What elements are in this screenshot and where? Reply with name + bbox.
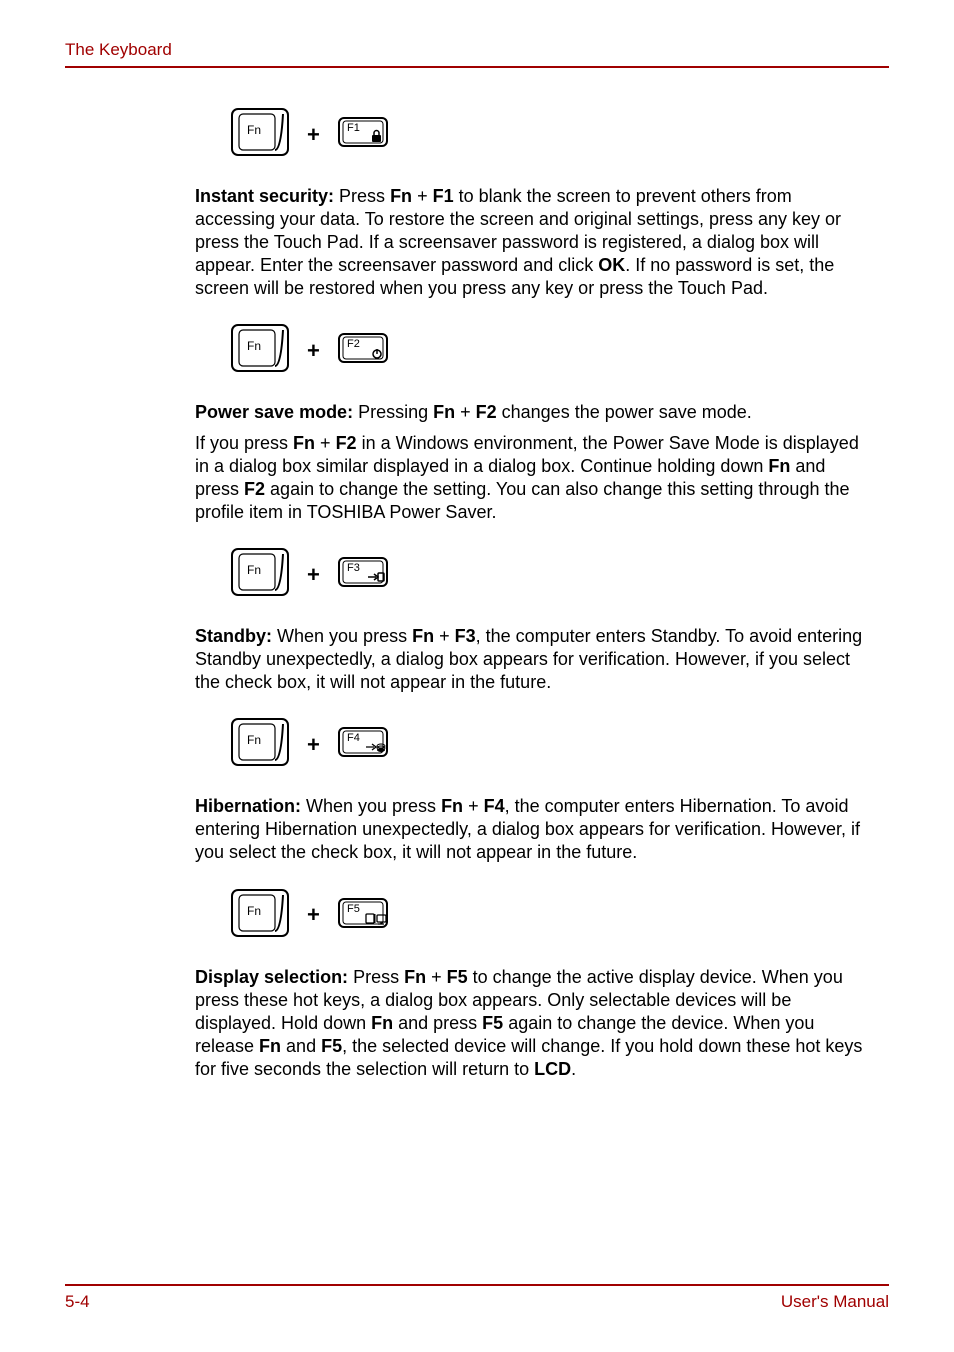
paragraph: Display selection: Press Fn + F5 to chan…	[195, 966, 869, 1081]
svg-text:F2: F2	[347, 338, 360, 350]
footer-rule	[65, 1284, 889, 1286]
f5-key-icon: F5	[338, 898, 388, 933]
manual-label: User's Manual	[781, 1292, 889, 1312]
paragraph: If you press Fn + F2 in a Windows enviro…	[195, 432, 869, 524]
key-combo: Fn + F5	[231, 889, 869, 942]
page-footer: 5-4 User's Manual	[65, 1284, 889, 1312]
fn-key-icon: Fn	[231, 108, 289, 161]
header-rule	[65, 66, 889, 68]
f4-key-icon: F4	[338, 727, 388, 762]
svg-text:Fn: Fn	[247, 904, 261, 918]
plus-icon: +	[307, 562, 320, 588]
svg-text:F5: F5	[347, 903, 360, 915]
fn-key-icon: Fn	[231, 548, 289, 601]
plus-icon: +	[307, 338, 320, 364]
plus-icon: +	[307, 122, 320, 148]
key-combo: Fn + F3	[231, 548, 869, 601]
svg-text:Fn: Fn	[247, 123, 261, 137]
fn-key-icon: Fn	[231, 889, 289, 942]
paragraph: Standby: When you press Fn + F3, the com…	[195, 625, 869, 694]
svg-text:Fn: Fn	[247, 339, 261, 353]
key-combo: Fn + F2	[231, 324, 869, 377]
page: The Keyboard Fn + F1 Instant security: P…	[0, 0, 954, 1352]
svg-text:F1: F1	[347, 122, 360, 134]
fn-key-icon: Fn	[231, 324, 289, 377]
page-number: 5-4	[65, 1292, 90, 1312]
svg-text:Fn: Fn	[247, 563, 261, 577]
paragraph: Power save mode: Pressing Fn + F2 change…	[195, 401, 869, 424]
f3-key-icon: F3	[338, 557, 388, 592]
page-header-title: The Keyboard	[65, 40, 889, 60]
paragraph: Instant security: Press Fn + F1 to blank…	[195, 185, 869, 300]
paragraph: Hibernation: When you press Fn + F4, the…	[195, 795, 869, 864]
f1-key-icon: F1	[338, 117, 388, 152]
content-area: Fn + F1 Instant security: Press Fn + F1 …	[195, 108, 869, 1081]
fn-key-icon: Fn	[231, 718, 289, 771]
key-combo: Fn + F1	[231, 108, 869, 161]
svg-text:F4: F4	[347, 732, 360, 744]
svg-text:Fn: Fn	[247, 733, 261, 747]
plus-icon: +	[307, 732, 320, 758]
svg-text:F3: F3	[347, 562, 360, 574]
f2-key-icon: F2	[338, 333, 388, 368]
key-combo: Fn + F4	[231, 718, 869, 771]
plus-icon: +	[307, 902, 320, 928]
